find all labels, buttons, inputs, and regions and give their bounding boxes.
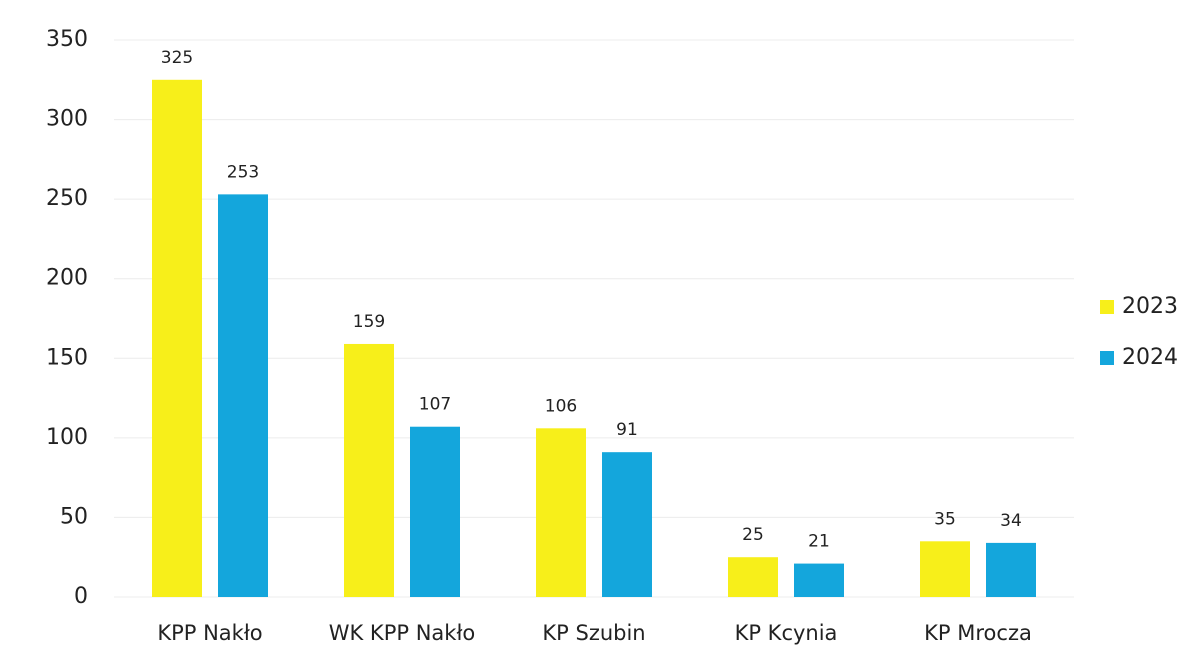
y-tick-label: 0 — [74, 584, 88, 609]
x-tick-label: KPP Nakło — [157, 621, 262, 645]
legend-label: 2023 — [1122, 294, 1178, 319]
bar — [344, 343, 394, 597]
data-label: 106 — [545, 396, 577, 416]
legend-label: 2024 — [1122, 345, 1178, 370]
y-tick-label: 50 — [60, 504, 88, 529]
data-label: 253 — [227, 162, 259, 182]
y-tick-label: 150 — [46, 345, 88, 370]
y-tick-label: 250 — [46, 186, 88, 211]
x-tick-label: WK KPP Nakło — [329, 621, 476, 645]
y-tick-label: 200 — [46, 266, 88, 291]
bar — [920, 541, 970, 597]
y-tick-label: 300 — [46, 107, 88, 132]
bar — [794, 563, 844, 597]
x-tick-label: KP Mrocza — [924, 621, 1032, 645]
data-label: 35 — [934, 509, 956, 529]
data-label: 325 — [161, 48, 193, 68]
data-label: 34 — [1000, 511, 1022, 531]
bar — [602, 452, 652, 597]
x-tick-label: KP Szubin — [542, 621, 645, 645]
bar — [728, 557, 778, 597]
data-label: 159 — [353, 312, 385, 332]
data-label: 91 — [616, 420, 638, 440]
y-tick-label: 100 — [46, 425, 88, 450]
legend-swatch — [1100, 300, 1114, 314]
legend-swatch — [1100, 351, 1114, 365]
data-label: 21 — [808, 532, 830, 552]
bar — [218, 194, 268, 597]
data-label: 25 — [742, 525, 764, 545]
bar — [152, 79, 202, 598]
bar — [410, 426, 460, 597]
bar — [986, 542, 1036, 597]
bar — [536, 428, 586, 597]
y-tick-label: 350 — [46, 27, 88, 52]
x-tick-label: KP Kcynia — [735, 621, 838, 645]
data-label: 107 — [419, 395, 451, 415]
